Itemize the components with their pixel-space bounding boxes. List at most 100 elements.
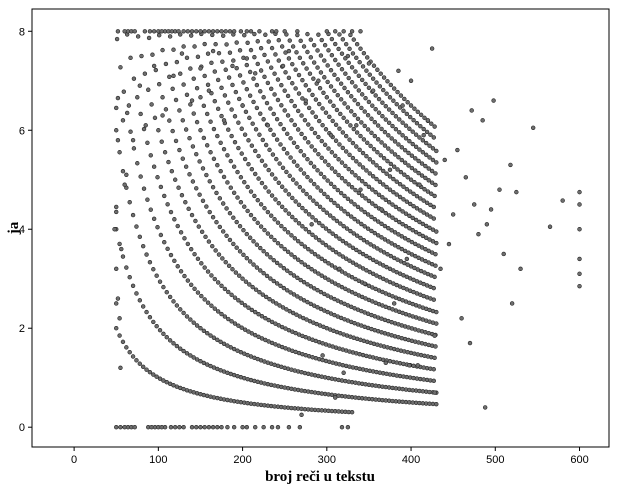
data-point bbox=[328, 295, 334, 300]
data-point bbox=[408, 189, 413, 194]
data-point bbox=[225, 343, 230, 348]
data-point bbox=[362, 123, 367, 129]
data-point bbox=[224, 233, 229, 239]
data-point bbox=[198, 326, 203, 331]
data-point bbox=[361, 50, 367, 56]
data-point bbox=[298, 149, 303, 154]
data-point bbox=[386, 107, 392, 112]
data-point bbox=[195, 256, 201, 262]
data-point bbox=[145, 197, 150, 202]
data-point bbox=[353, 69, 358, 74]
data-point bbox=[420, 150, 426, 155]
data-point bbox=[343, 179, 348, 184]
data-point bbox=[399, 246, 404, 252]
data-point bbox=[406, 150, 411, 156]
data-point bbox=[413, 156, 418, 161]
data-point bbox=[388, 161, 394, 167]
data-point bbox=[130, 212, 136, 218]
data-point bbox=[396, 155, 401, 160]
data-point bbox=[245, 184, 250, 190]
data-point bbox=[277, 161, 282, 166]
data-point bbox=[189, 33, 194, 38]
data-point bbox=[147, 370, 153, 375]
data-point bbox=[205, 82, 211, 88]
data-point bbox=[410, 228, 415, 233]
data-point bbox=[383, 103, 388, 109]
data-point bbox=[332, 184, 337, 190]
data-point bbox=[216, 252, 222, 257]
data-point bbox=[269, 193, 275, 198]
data-point bbox=[305, 31, 310, 37]
data-point bbox=[431, 135, 436, 140]
data-point bbox=[416, 255, 421, 260]
data-point bbox=[434, 321, 439, 326]
data-point bbox=[262, 206, 267, 211]
data-point bbox=[247, 282, 252, 287]
data-point bbox=[341, 115, 346, 121]
data-point bbox=[295, 29, 300, 34]
data-point bbox=[391, 189, 396, 195]
data-point bbox=[206, 239, 212, 244]
data-point bbox=[350, 245, 356, 250]
data-point bbox=[400, 120, 405, 125]
data-point bbox=[345, 425, 351, 430]
data-point bbox=[403, 211, 409, 216]
data-point bbox=[215, 425, 220, 430]
data-point bbox=[146, 35, 152, 41]
data-point bbox=[401, 184, 406, 189]
data-point bbox=[296, 202, 302, 207]
data-point bbox=[430, 157, 436, 163]
data-point bbox=[203, 234, 208, 240]
data-point bbox=[231, 29, 237, 34]
data-point bbox=[137, 361, 143, 366]
data-point bbox=[231, 164, 237, 169]
data-point bbox=[333, 249, 339, 255]
data-point bbox=[333, 122, 339, 128]
data-point bbox=[247, 69, 253, 75]
data-point bbox=[155, 225, 160, 230]
data-point bbox=[369, 228, 374, 234]
data-point bbox=[329, 279, 335, 284]
data-point bbox=[194, 186, 199, 191]
data-point bbox=[333, 169, 338, 174]
data-point bbox=[187, 136, 192, 141]
data-point bbox=[226, 127, 231, 132]
data-point bbox=[434, 240, 439, 246]
data-point bbox=[221, 229, 226, 234]
data-point bbox=[285, 268, 290, 273]
data-point bbox=[295, 257, 301, 262]
data-point bbox=[426, 178, 431, 183]
data-point bbox=[348, 32, 353, 38]
data-point bbox=[134, 291, 139, 296]
data-point bbox=[355, 101, 361, 107]
data-point bbox=[367, 72, 372, 77]
data-point bbox=[278, 263, 283, 268]
data-point bbox=[354, 233, 360, 238]
data-point bbox=[414, 193, 420, 199]
data-point bbox=[333, 138, 339, 143]
data-point bbox=[219, 311, 224, 317]
data-point bbox=[320, 123, 325, 128]
data-point bbox=[169, 169, 175, 174]
data-point bbox=[258, 89, 263, 94]
data-point bbox=[282, 29, 287, 34]
data-point bbox=[347, 137, 352, 142]
data-point bbox=[282, 246, 287, 252]
data-point bbox=[318, 289, 324, 295]
data-point bbox=[272, 217, 277, 222]
data-point bbox=[216, 50, 222, 56]
data-point bbox=[163, 107, 169, 112]
data-point bbox=[161, 331, 166, 337]
data-point bbox=[352, 216, 357, 222]
data-point bbox=[175, 264, 180, 269]
data-point bbox=[319, 256, 324, 262]
data-point bbox=[219, 425, 224, 430]
data-point bbox=[289, 233, 294, 238]
data-point bbox=[417, 135, 422, 140]
data-point bbox=[382, 129, 388, 135]
data-point bbox=[369, 116, 374, 121]
data-point bbox=[365, 240, 370, 245]
data-point bbox=[429, 121, 434, 126]
data-point bbox=[157, 279, 163, 284]
data-point bbox=[194, 119, 200, 125]
